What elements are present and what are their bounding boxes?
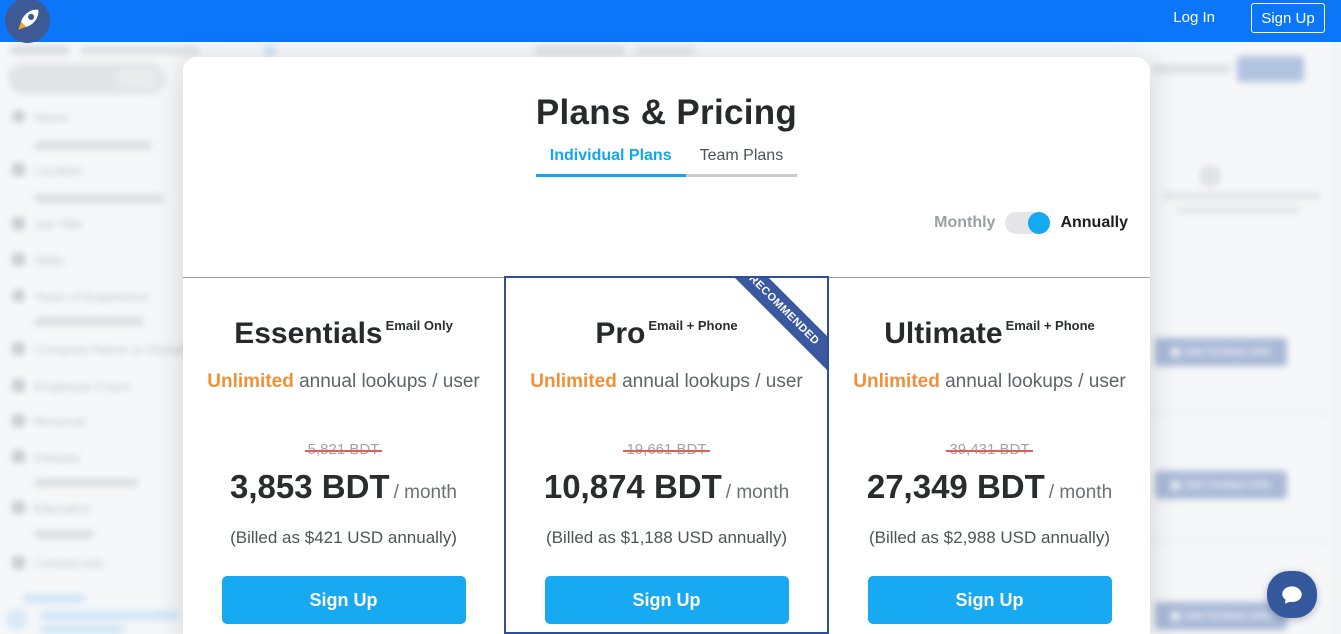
plan-lookups: Unlimited annual lookups / user <box>853 371 1126 392</box>
plan-card-essentials: Essentials Email Only Unlimited annual lo… <box>183 277 504 634</box>
plan-original-price: 19,661 BDT <box>626 441 707 458</box>
plan-price: 10,874 BDT / month <box>543 468 790 505</box>
plan-billed-note: (Billed as $1,188 USD annually) <box>546 528 787 547</box>
speech-bubble-icon <box>1282 585 1302 604</box>
rocket-logo-icon[interactable] <box>5 0 50 43</box>
plan-price: 27,349 BDT / month <box>866 468 1113 505</box>
plan-name-row: Ultimate Email + Phone <box>829 317 1150 351</box>
toggle-monthly-label[interactable]: Monthly <box>934 214 996 231</box>
plan-name: Pro <box>595 317 646 350</box>
essentials-sign-up-button[interactable]: Sign Up <box>221 576 466 624</box>
plan-badge: Email + Phone <box>648 318 738 333</box>
header-sign-up-button[interactable]: Sign Up <box>1251 3 1325 33</box>
top-navbar: Log In Sign Up <box>0 0 1341 43</box>
switch-knob[interactable] <box>1028 212 1051 234</box>
plan-name-row: Essentials Email Only <box>183 317 504 351</box>
plan-badge: Email + Phone <box>1005 318 1095 333</box>
plan-lookups: Unlimited annual lookups / user <box>530 371 803 392</box>
plan-original-price: 5,821 BDT <box>307 441 380 458</box>
modal-title: Plans & Pricing <box>535 93 798 132</box>
plan-card-ultimate: Ultimate Email + Phone Unlimited annual l… <box>829 277 1150 634</box>
plan-billed-note: (Billed as $421 USD annually) <box>230 528 457 547</box>
plan-name: Essentials <box>234 317 383 350</box>
plan-tabs: Individual Plans Team Plans <box>183 147 1150 177</box>
plan-price: 3,853 BDT / month <box>230 468 457 505</box>
plan-name-row: Pro Email + Phone <box>506 317 827 351</box>
plan-cards: Essentials Email Only Unlimited annual lo… <box>183 276 1150 634</box>
billing-period-switch[interactable] <box>1005 212 1051 234</box>
plan-billed-note: (Billed as $2,988 USD annually) <box>869 528 1110 547</box>
tab-team-plans[interactable]: Team Plans <box>685 147 798 177</box>
billing-toggle: Monthly Annually <box>934 212 1128 234</box>
tab-individual-plans[interactable]: Individual Plans <box>535 147 686 177</box>
toggle-annually-label[interactable]: Annually <box>1060 214 1128 231</box>
plan-original-price: 39,431 BDT <box>949 441 1030 458</box>
chat-launcher-button[interactable] <box>1267 571 1317 618</box>
plan-card-pro: RECOMMENDED Pro Email + Phone Unlimited a… <box>504 276 829 634</box>
pro-sign-up-button[interactable]: Sign Up <box>544 576 789 624</box>
plan-lookups: Unlimited annual lookups / user <box>207 371 480 392</box>
log-in-link[interactable]: Log In <box>1173 9 1215 26</box>
plan-name: Ultimate <box>884 317 1003 350</box>
ultimate-sign-up-button[interactable]: Sign Up <box>867 576 1112 624</box>
plan-badge: Email Only <box>385 318 453 333</box>
pricing-modal: Plans & Pricing Individual Plans Team Pl… <box>183 57 1150 634</box>
